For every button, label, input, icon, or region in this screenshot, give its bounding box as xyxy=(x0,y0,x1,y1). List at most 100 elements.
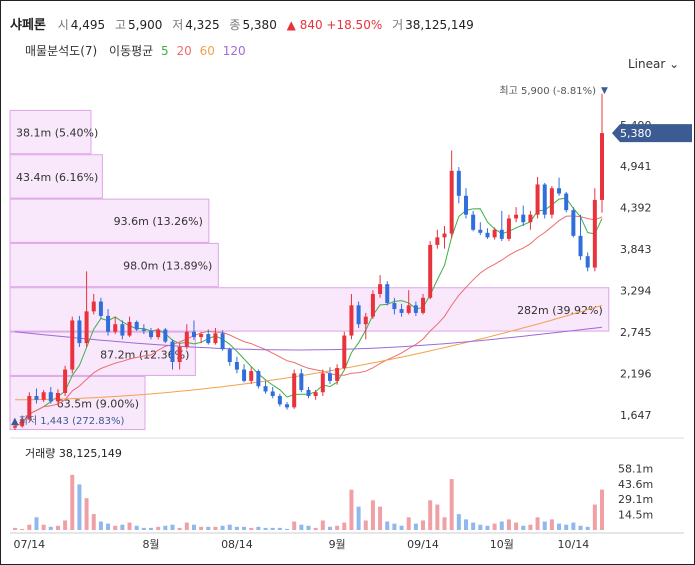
volume-bar xyxy=(170,524,175,530)
volume-profile-bar xyxy=(9,109,92,155)
candle-body xyxy=(127,321,132,336)
volume-bar xyxy=(263,527,268,530)
candle-body xyxy=(163,329,168,342)
candle-body xyxy=(478,229,483,233)
candle-body xyxy=(456,170,461,196)
x-tick-label: 07/14 xyxy=(13,538,45,551)
candle-body xyxy=(435,237,440,245)
volume-bar xyxy=(492,523,497,530)
volume-bar xyxy=(77,484,82,530)
volume-bar xyxy=(120,524,125,530)
x-tick-label: 8월 xyxy=(142,538,159,551)
volume-bar xyxy=(406,517,411,530)
volume-title: 거래량 38,125,149 xyxy=(25,447,122,460)
y-tick-label: 2,196 xyxy=(620,368,652,381)
volume-bar xyxy=(249,527,254,530)
volume-profile-bar xyxy=(9,154,103,199)
y-tick-label: 3,843 xyxy=(620,243,652,256)
candle-body xyxy=(356,305,361,325)
volume-bar xyxy=(499,521,504,530)
volume-profile-label: 43.4m (6.16%) xyxy=(16,171,98,184)
x-tick-label: 08/14 xyxy=(221,538,253,551)
volume-bar xyxy=(106,523,111,530)
volume-bar xyxy=(370,500,375,530)
volume-bar xyxy=(349,489,354,530)
volume-bar xyxy=(320,520,325,530)
scale-mode-label: Linear xyxy=(628,57,666,71)
candle-body xyxy=(213,333,218,344)
volume-bar xyxy=(220,525,225,530)
candle-body xyxy=(600,133,604,200)
y-tick-label: 4,941 xyxy=(620,160,652,173)
volume-profile-toggle[interactable]: 매물분석도(7) xyxy=(25,44,98,58)
open-value: 4,495 xyxy=(70,18,106,32)
candle-body xyxy=(84,311,89,344)
volume-bar xyxy=(342,522,347,530)
volume-bar xyxy=(413,523,418,530)
candle-body xyxy=(91,301,96,312)
chevron-down-icon: ⌄ xyxy=(669,57,680,71)
candle-body xyxy=(492,229,497,238)
candle-body xyxy=(134,321,139,330)
volume-bar xyxy=(199,526,204,530)
volume-profile-bar xyxy=(9,375,146,431)
volume-bar xyxy=(549,519,554,530)
volume-bar xyxy=(478,524,483,530)
candle-body xyxy=(578,235,583,257)
volume-bar xyxy=(542,521,547,530)
volume-bar xyxy=(91,514,96,530)
volume-profile-label: 98.0m (13.89%) xyxy=(123,260,212,273)
candle-body xyxy=(149,331,154,338)
candle-body xyxy=(277,396,282,405)
candle-body xyxy=(13,426,17,428)
volume-bar xyxy=(442,517,447,530)
candle-body xyxy=(306,389,311,396)
volume-bar xyxy=(20,528,25,530)
candle-body xyxy=(335,368,340,381)
candle-body xyxy=(70,320,75,370)
candle-body xyxy=(392,303,397,310)
y-tick-label: 1,647 xyxy=(620,409,652,422)
candle-body xyxy=(184,331,189,347)
price-header: 샤페론 시 4,495 고 5,900 저 4,325 종 5,380 ▲ 840 +1… xyxy=(10,14,480,33)
volume-tick-label: 29.1m xyxy=(618,493,653,506)
moving-average-toggle[interactable]: 이동평균 xyxy=(109,44,154,58)
volume-bar xyxy=(306,525,311,530)
candle-body xyxy=(270,391,275,396)
volume-bar xyxy=(134,525,139,530)
volume-bar xyxy=(399,525,404,530)
candle-body xyxy=(191,331,196,338)
volume-bar xyxy=(70,474,75,530)
change-value: ▲ 840 +18.50% xyxy=(286,18,383,32)
volume-bar xyxy=(256,526,261,530)
max-marker-icon: ▼ xyxy=(601,86,608,96)
volume-bar xyxy=(141,527,146,530)
candle-body xyxy=(485,232,490,238)
volume-bar xyxy=(564,524,569,530)
candle-body xyxy=(528,214,533,223)
volume-bar xyxy=(528,524,533,530)
stock-name: 샤페론 xyxy=(10,18,46,33)
candle-body xyxy=(363,316,368,325)
volume-bar xyxy=(206,526,211,530)
current-price-label: 5,380 xyxy=(620,127,652,140)
volume-label: 거 xyxy=(392,18,404,32)
volume-bar xyxy=(270,527,275,530)
x-tick-label: 9월 xyxy=(329,538,346,551)
ma20-label: 20 xyxy=(176,44,192,58)
volume-bar xyxy=(277,527,282,530)
low-value: 4,325 xyxy=(185,18,220,32)
volume-bar xyxy=(285,528,290,530)
x-tick-label: 10월 xyxy=(490,538,514,551)
volume-bar xyxy=(535,517,540,530)
candle-body xyxy=(77,320,82,344)
volume-bar xyxy=(378,506,383,530)
high-value: 5,900 xyxy=(128,18,163,32)
volume-bar xyxy=(299,524,304,530)
scale-mode-button[interactable]: Linear ⌄ xyxy=(628,57,679,71)
volume-bar xyxy=(234,526,239,530)
volume-bar xyxy=(456,514,461,530)
candle-body xyxy=(141,329,146,332)
candle-body xyxy=(349,305,354,336)
